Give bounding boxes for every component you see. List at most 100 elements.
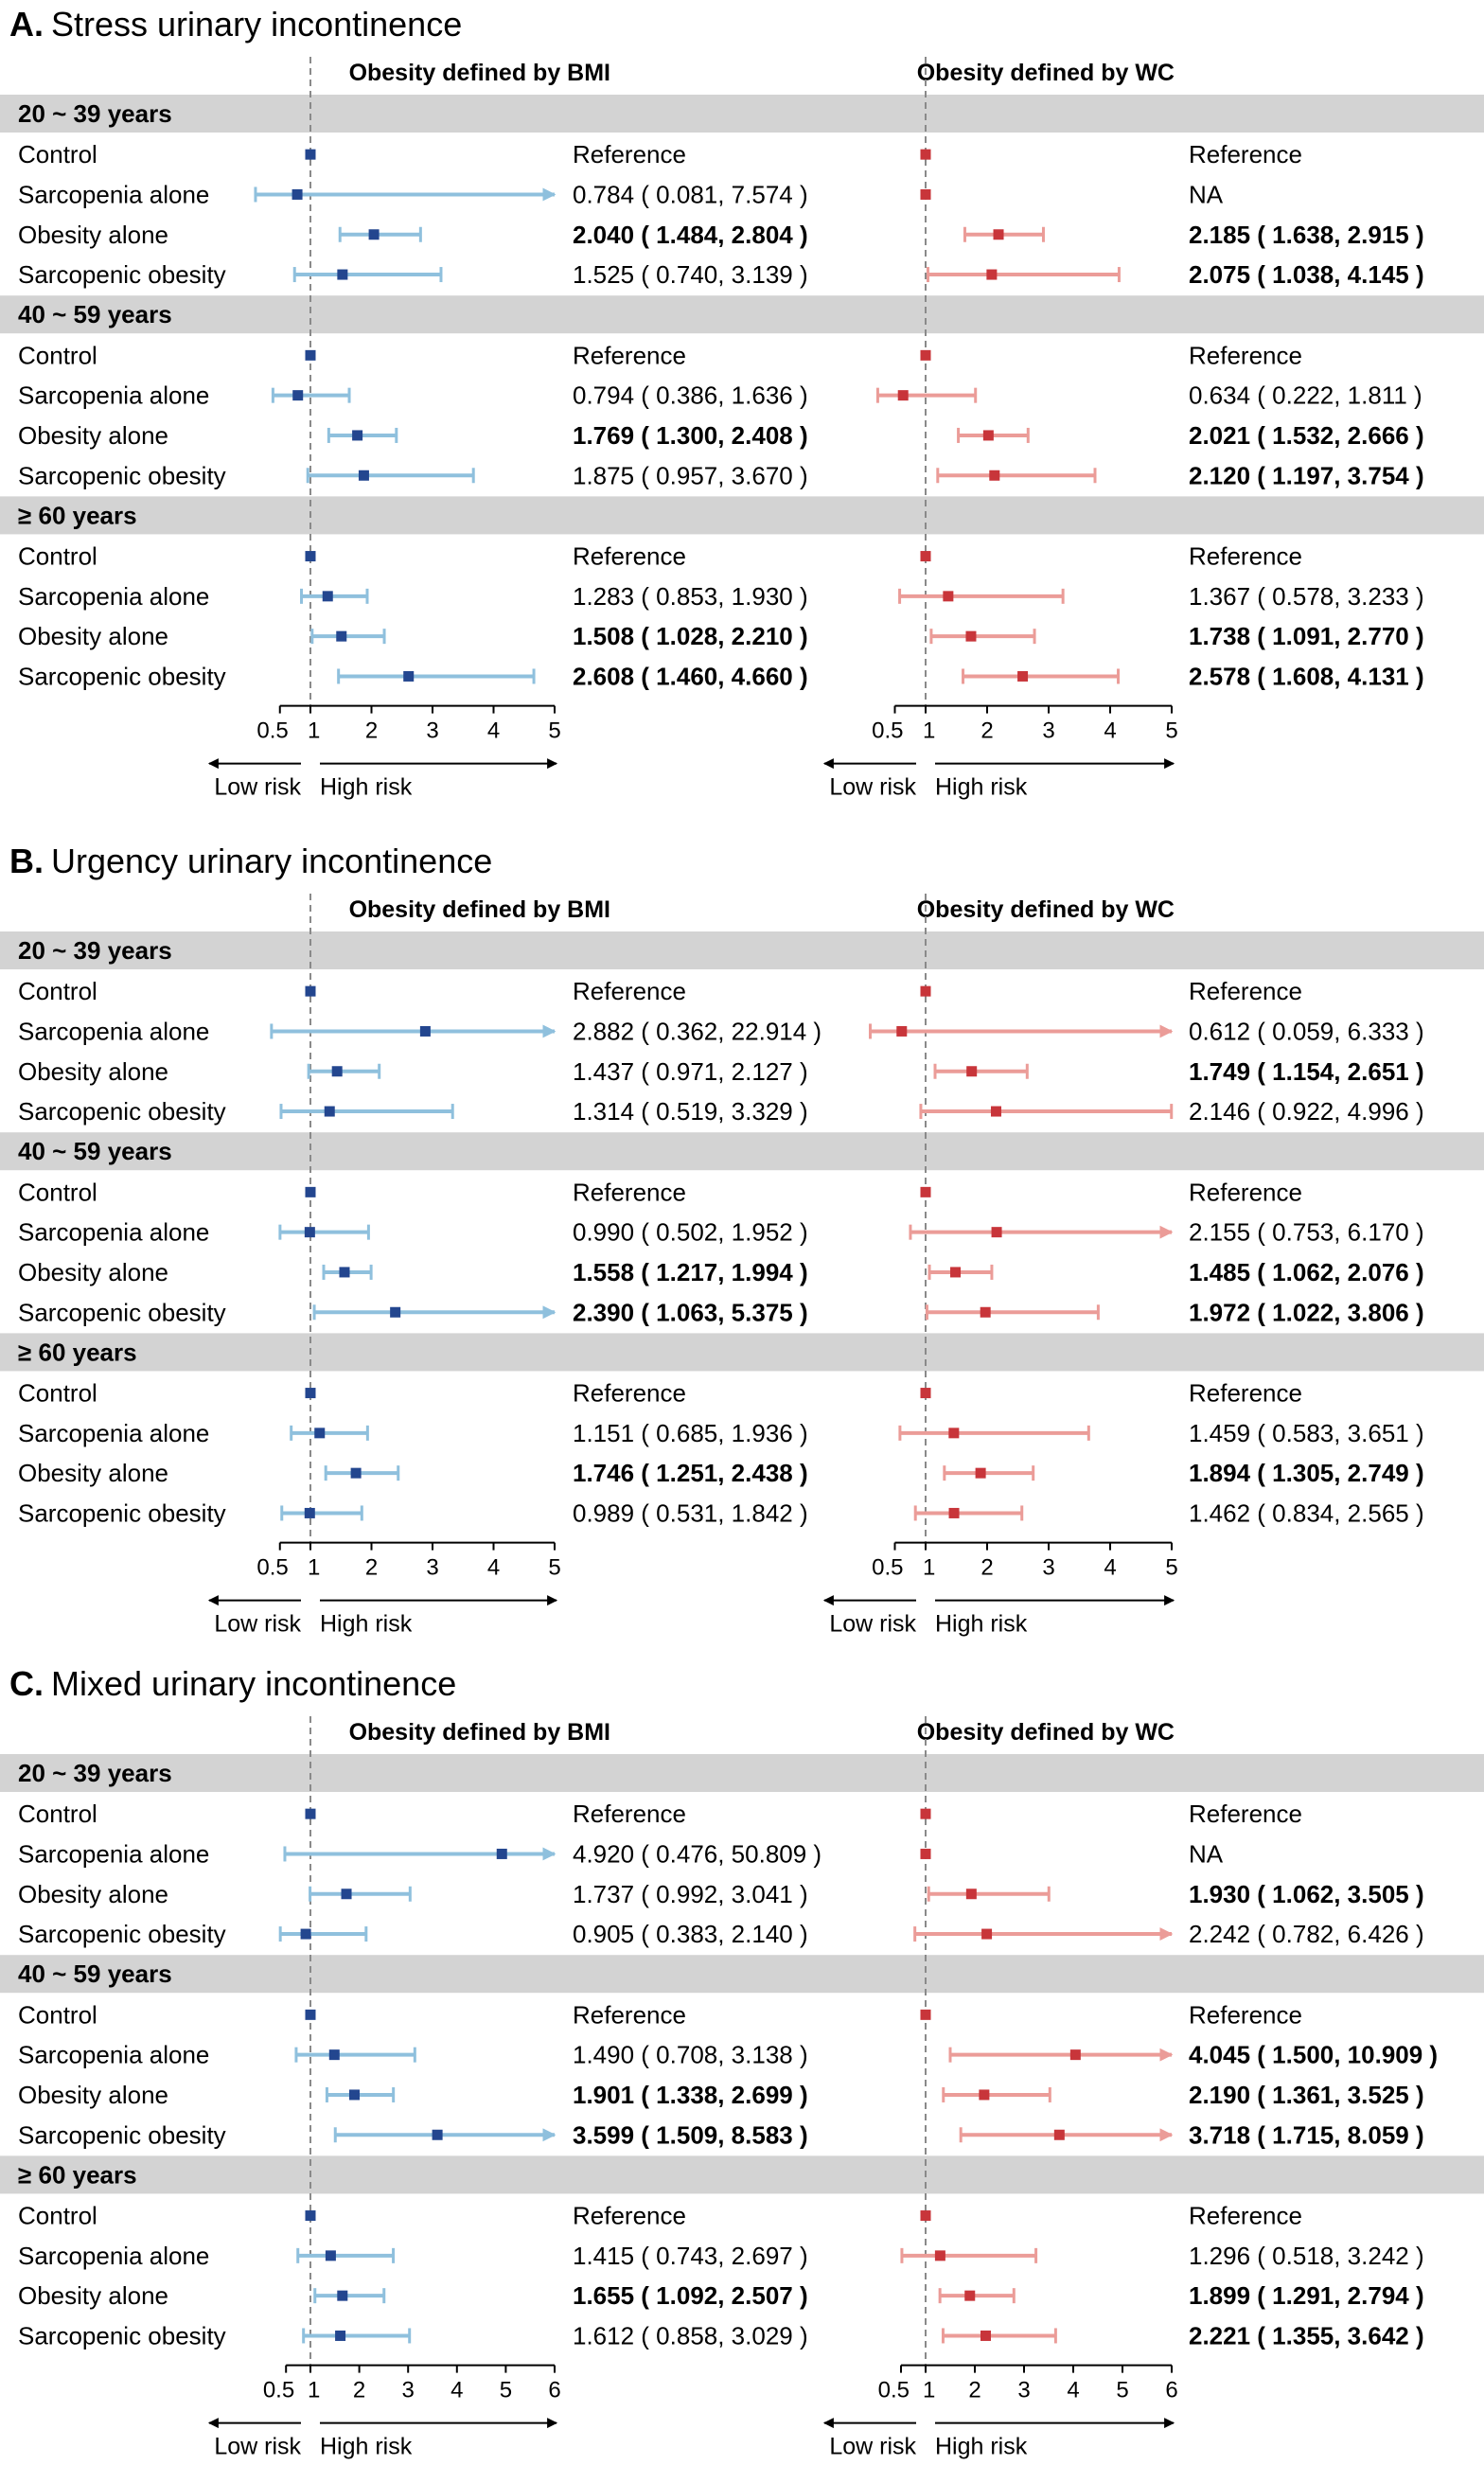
age-group-band [0, 95, 1484, 133]
estimate-value: Reference [1189, 1178, 1302, 1206]
point-estimate [292, 390, 304, 401]
panel-title-text: Stress urinary incontinence [51, 5, 462, 44]
point-estimate [975, 1467, 986, 1479]
x-axis-tick-label: 2 [980, 1555, 993, 1581]
point-estimate [324, 1106, 335, 1117]
age-group-band [0, 496, 1484, 535]
age-group-label: 40 ~ 59 years [18, 300, 172, 328]
x-axis-tick-label: 0.5 [878, 2378, 910, 2403]
x-axis-tick-label: 1 [923, 1555, 935, 1581]
point-estimate [305, 2210, 316, 2222]
x-axis-tick-label: 5 [1116, 2378, 1128, 2403]
estimate-value: Reference [573, 1800, 686, 1828]
estimate-value: Reference [1189, 1379, 1302, 1408]
estimate-value: 3.599 ( 1.509, 8.583 ) [573, 2120, 808, 2149]
x-axis-tick-label: 3 [402, 2378, 415, 2403]
estimate-value: 2.040 ( 1.484, 2.804 ) [573, 221, 808, 249]
estimate-value: 2.882 ( 0.362, 22.914 ) [573, 1017, 822, 1045]
x-axis-tick-label: 0.5 [256, 718, 288, 744]
age-group-label: 20 ~ 39 years [18, 936, 172, 965]
age-group-label: ≥ 60 years [18, 501, 137, 529]
high-risk-label: High risk [320, 1611, 413, 1638]
x-axis-tick-label: 2 [980, 718, 993, 744]
estimate-value: Reference [573, 977, 686, 1005]
estimate-value: 2.120 ( 1.197, 3.754 ) [1189, 461, 1424, 489]
row-label: Control [18, 341, 97, 369]
point-estimate [948, 1507, 960, 1518]
point-estimate [305, 985, 316, 997]
age-group-label: ≥ 60 years [18, 1338, 137, 1366]
point-estimate [328, 2049, 340, 2061]
point-estimate [352, 430, 363, 441]
point-estimate [934, 2250, 945, 2261]
panel-title: B. Urgency urinary incontinence [9, 842, 492, 880]
estimate-value: 4.045 ( 1.500, 10.909 ) [1189, 2041, 1438, 2069]
age-group-label: ≥ 60 years [18, 2160, 137, 2189]
estimate-value: 1.875 ( 0.957, 3.670 ) [573, 461, 808, 489]
panel-title-text: Urgency urinary incontinence [51, 842, 492, 880]
point-estimate [305, 551, 316, 562]
estimate-value: 1.525 ( 0.740, 3.139 ) [573, 260, 808, 289]
point-estimate [965, 630, 977, 642]
row-label: Sarcopenic obesity [18, 260, 226, 289]
panel-title: A. Stress urinary incontinence [9, 5, 462, 44]
x-axis-tick-label: 4 [450, 2378, 463, 2403]
panel-b: B. Urgency urinary incontinence Obesity de… [0, 842, 1484, 1638]
estimate-value: 2.185 ( 1.638, 2.915 ) [1189, 221, 1424, 249]
estimate-value: 1.738 ( 1.091, 2.770 ) [1189, 622, 1424, 650]
estimate-value: 1.655 ( 1.092, 2.507 ) [573, 2281, 808, 2310]
point-estimate [403, 670, 415, 682]
point-estimate [964, 2290, 976, 2301]
column-header-bmi: Obesity defined by BMI [349, 1719, 610, 1746]
x-axis-tick-label: 2 [353, 2378, 365, 2403]
estimate-value: 0.794 ( 0.386, 1.636 ) [573, 381, 808, 410]
point-estimate [950, 1267, 962, 1278]
row-label: Control [18, 977, 97, 1005]
estimate-value: NA [1189, 1839, 1224, 1868]
high-risk-label: High risk [320, 2434, 413, 2460]
row-label: Control [18, 1379, 97, 1408]
panel-title: C. Mixed urinary incontinence [9, 1664, 456, 1703]
estimate-value: 1.769 ( 1.300, 2.408 ) [573, 421, 808, 450]
column-header-bmi: Obesity defined by BMI [349, 60, 610, 86]
estimate-value: 1.899 ( 1.291, 2.794 ) [1189, 2281, 1424, 2310]
estimate-value: NA [1189, 180, 1224, 208]
column-header-wc: Obesity defined by WC [917, 896, 1175, 923]
estimate-value: 1.415 ( 0.743, 2.697 ) [573, 2242, 808, 2270]
point-estimate [920, 2210, 931, 2222]
x-axis-tick-label: 5 [548, 1555, 560, 1581]
estimate-value: 2.578 ( 1.608, 4.131 ) [1189, 662, 1424, 690]
row-label: Sarcopenic obesity [18, 1920, 226, 1948]
age-group-label: 40 ~ 59 years [18, 1960, 172, 1988]
panel-letter: C. [9, 1664, 44, 1703]
x-axis-tick-label: 4 [1104, 718, 1116, 744]
row-label: Control [18, 1178, 97, 1206]
x-axis-tick-label: 6 [548, 2378, 560, 2403]
row-label: Sarcopenic obesity [18, 1298, 226, 1326]
x-axis-tick-label: 2 [365, 1555, 378, 1581]
estimate-value: Reference [1189, 140, 1302, 168]
row-label: Sarcopenic obesity [18, 461, 226, 489]
row-label: Sarcopenic obesity [18, 1499, 226, 1527]
x-axis-tick-label: 3 [426, 718, 438, 744]
point-estimate [965, 1889, 977, 1900]
point-estimate [920, 1808, 931, 1819]
row-label: Sarcopenia alone [18, 2242, 209, 2270]
x-axis-tick-label: 4 [1104, 1555, 1116, 1581]
point-estimate [896, 1025, 908, 1037]
x-axis-tick-label: 1 [308, 2378, 320, 2403]
point-estimate [304, 1227, 315, 1238]
row-label: Control [18, 2000, 97, 2029]
point-estimate [337, 2290, 348, 2301]
point-estimate [432, 2129, 443, 2140]
point-estimate [943, 591, 954, 602]
estimate-value: 1.930 ( 1.062, 3.505 ) [1189, 1880, 1424, 1908]
estimate-value: Reference [1189, 977, 1302, 1005]
estimate-value: 2.608 ( 1.460, 4.660 ) [573, 662, 808, 690]
estimate-value: Reference [1189, 341, 1302, 369]
row-label: Control [18, 2202, 97, 2230]
point-estimate [920, 1186, 931, 1197]
age-group-label: 40 ~ 59 years [18, 1137, 172, 1165]
x-axis-tick-label: 4 [487, 718, 500, 744]
estimate-value: Reference [573, 140, 686, 168]
